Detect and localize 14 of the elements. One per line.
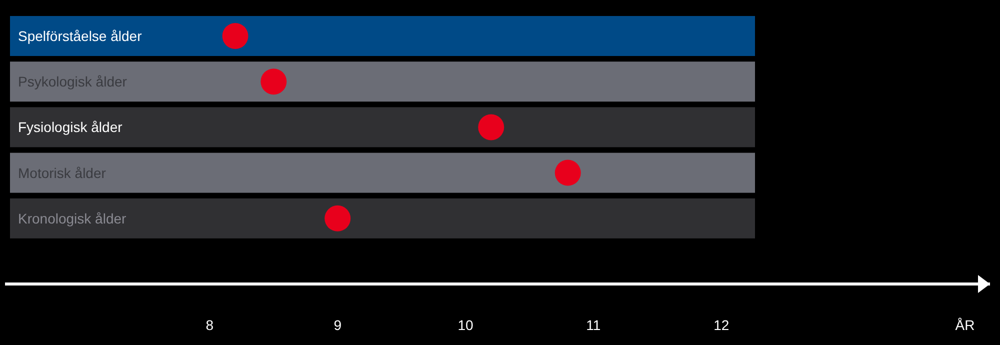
point <box>324 205 351 232</box>
y-tick-label: Fysiologisk ålder <box>18 119 123 136</box>
x-tick-label: 10 <box>458 317 474 333</box>
y-tick-label: Kronologisk ålder <box>18 210 127 226</box>
point <box>478 114 504 140</box>
point <box>554 160 581 186</box>
point <box>260 68 287 95</box>
x-tick-label: 8 <box>206 317 214 333</box>
x-axis-title: ÅR <box>955 317 975 333</box>
y-tick-label: Spelförståelse ålder <box>18 28 142 44</box>
x-tick-label: 9 <box>334 317 342 333</box>
x-tick-label: 12 <box>714 317 730 333</box>
x-tick-label: 11 <box>586 317 601 333</box>
point <box>222 23 248 49</box>
